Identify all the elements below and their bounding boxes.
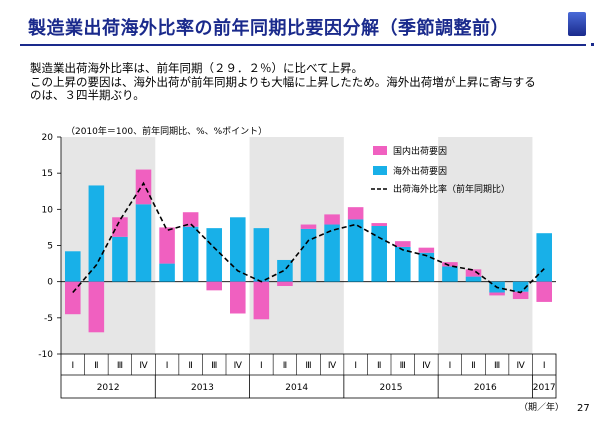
bar-domestic	[465, 269, 482, 277]
y-tick-label: 10	[42, 205, 54, 215]
quarter-label: Ⅰ	[166, 361, 169, 371]
quarter-label: Ⅱ	[471, 361, 475, 371]
quarter-label: Ⅲ	[117, 361, 123, 371]
bar-domestic	[536, 281, 552, 302]
summary-line-3: のは、３四半期ぶり。	[30, 88, 145, 102]
bar-overseas	[182, 226, 199, 282]
year-label: 2013	[191, 383, 214, 393]
bar-overseas	[300, 228, 317, 282]
bar-domestic	[512, 291, 529, 300]
y-tick-label: 20	[42, 133, 54, 143]
logo-icon	[568, 12, 586, 36]
bar-overseas	[536, 233, 552, 282]
bar-domestic	[88, 281, 105, 333]
quarter-label: Ⅲ	[305, 361, 311, 371]
y-tick-label: 5	[47, 242, 53, 252]
y-tick-label: -5	[44, 314, 53, 324]
quarter-label: Ⅲ	[211, 361, 217, 371]
bar-overseas	[253, 228, 270, 282]
quarter-label: Ⅲ	[400, 361, 406, 371]
year-label: 2015	[380, 383, 403, 393]
bar-overseas	[347, 219, 364, 282]
slide-title: 製造業出荷海外比率の前年同期比要因分解（季節調整前）	[28, 18, 509, 39]
quarter-label: Ⅰ	[71, 361, 74, 371]
year-label: 2016	[474, 383, 497, 393]
quarter-label: Ⅱ	[377, 361, 381, 371]
page-number: 27	[577, 403, 590, 414]
line-overseas-ratio	[72, 181, 545, 294]
quarter-label: Ⅰ	[543, 361, 546, 371]
bar-overseas	[206, 228, 222, 282]
summary-line-1: 製造業出荷海外比率は、前年同期（２９．２％）に比べて上昇。	[30, 61, 364, 75]
bar-domestic	[159, 227, 175, 264]
legend-label-ratio: 出荷海外比率（前年同期比）	[393, 183, 510, 195]
quarter-label: Ⅳ	[139, 361, 148, 371]
legend-swatch-overseas	[373, 166, 387, 175]
bar-domestic	[277, 281, 293, 287]
y-tick-label: 15	[42, 169, 53, 179]
year-label: 2012	[97, 383, 120, 393]
legend-label-domestic: 国内出荷要因	[393, 145, 447, 157]
bar-domestic	[442, 262, 458, 267]
chart-unit-note: （2010年＝100、前年同期比、%、%ポイント）	[66, 127, 268, 137]
bar-overseas	[135, 204, 152, 282]
year-label: 2014	[285, 383, 308, 393]
summary-line-2: この上昇の要因は、海外出荷が前年同期よりも大幅に上昇したため。海外出荷増が上昇に…	[30, 74, 536, 89]
bar-overseas	[512, 281, 529, 292]
bar-domestic	[206, 281, 222, 291]
quarter-label: Ⅳ	[234, 361, 243, 371]
quarter-label: Ⅱ	[188, 361, 192, 371]
year-shade-band	[438, 137, 533, 354]
quarter-label: Ⅰ	[449, 361, 452, 371]
bar-domestic	[135, 169, 152, 205]
bar-domestic	[347, 207, 364, 220]
bar-domestic	[371, 223, 387, 226]
title-dot	[591, 43, 594, 46]
bar-domestic	[112, 217, 128, 237]
bar-domestic	[418, 247, 435, 253]
quarter-label: Ⅰ	[354, 361, 357, 371]
bar-overseas	[277, 259, 293, 282]
x-axis-unit-label: （期／年）	[519, 401, 564, 413]
quarter-label: Ⅲ	[494, 361, 500, 371]
bar-domestic	[324, 214, 340, 225]
bar-overseas	[395, 246, 411, 282]
quarter-label: Ⅱ	[283, 361, 287, 371]
quarter-label: Ⅱ	[94, 361, 98, 371]
bar-overseas	[112, 236, 128, 282]
bar-overseas	[442, 266, 458, 282]
bar-domestic	[489, 292, 505, 296]
quarter-label: Ⅰ	[260, 361, 263, 371]
bar-domestic	[300, 224, 317, 229]
legend-label-overseas: 海外出荷要因	[393, 165, 447, 177]
year-label: 2017	[533, 383, 556, 393]
bar-domestic	[395, 241, 411, 247]
legend-swatch-domestic	[373, 146, 387, 155]
quarter-label: Ⅳ	[422, 361, 431, 371]
bar-overseas	[324, 224, 340, 282]
bar-overseas	[371, 225, 387, 282]
y-tick-label: 0	[47, 278, 53, 288]
bar-domestic	[253, 281, 270, 320]
bar-overseas	[230, 217, 246, 282]
bar-overseas	[465, 276, 482, 282]
bar-overseas	[65, 251, 81, 282]
title-rule	[20, 44, 586, 46]
y-tick-label: -10	[38, 350, 53, 360]
bar-overseas	[418, 252, 435, 282]
quarter-label: Ⅳ	[516, 361, 525, 371]
quarter-label: Ⅳ	[328, 361, 337, 371]
bar-domestic	[230, 281, 246, 314]
bar-overseas	[88, 185, 105, 282]
bar-domestic	[65, 281, 81, 315]
x-axis-frame	[60, 353, 557, 399]
bar-domestic	[182, 212, 199, 227]
bar-overseas	[159, 263, 175, 282]
summary-text: 製造業出荷海外比率は、前年同期（２９．２％）に比べて上昇。 この上昇の要因は、海…	[30, 61, 605, 103]
